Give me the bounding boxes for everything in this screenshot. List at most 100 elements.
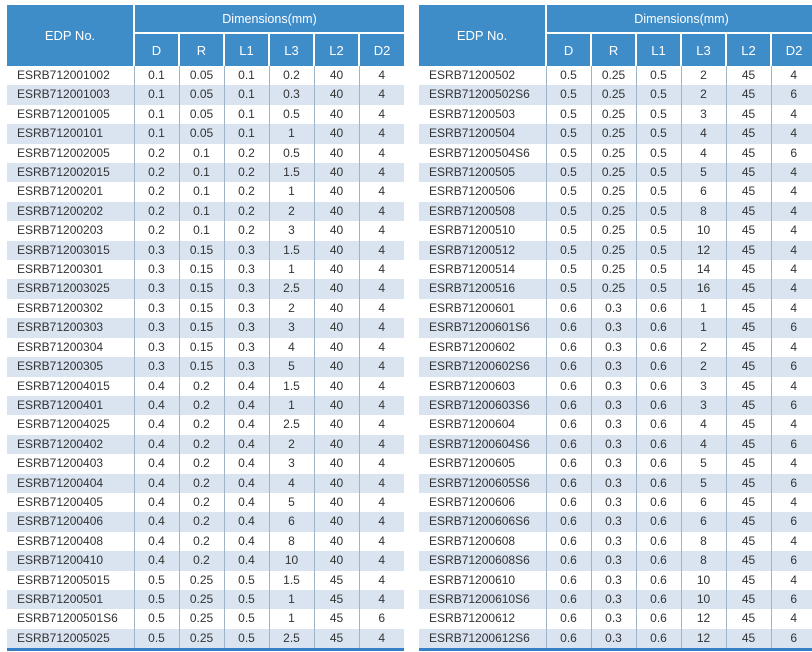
edp-no-cell: ESRB71200302: [17, 300, 104, 315]
dimension-cell: 0.5: [635, 104, 682, 125]
table-row: ESRB71200504S6 0.5 0.25 0.5 4 45 6: [419, 143, 812, 164]
table-row: ESRB71200303 0.3 0.15 0.3 3 40 4: [7, 318, 405, 338]
edp-no-cell: ESRB71200304: [17, 339, 104, 354]
dimension-cell: 0.2: [223, 143, 269, 164]
edp-no-cell: ESRB71200601S6: [429, 320, 530, 335]
edp-no-cell: ESRB71200608: [429, 533, 516, 548]
dimension-cell: 45: [725, 589, 772, 610]
table-row: ESRB71200608S6 0.6 0.3 0.6 8 45 6: [419, 551, 812, 571]
dimension-cell: 3: [680, 376, 727, 396]
dimension-cell: 40: [313, 221, 359, 241]
dimension-cell: 45: [313, 628, 359, 650]
dimension-cell: 0.4: [133, 492, 179, 513]
dimension-cell: 4: [770, 415, 812, 435]
dimension-cell: 45: [313, 609, 359, 629]
dimension-cell: 0.25: [590, 66, 637, 86]
dimension-cell: 1: [268, 260, 314, 280]
dimension-cell: 0.1: [133, 85, 179, 105]
dimension-cell: 6: [770, 143, 812, 164]
dimension-cell: 4: [358, 531, 405, 552]
dimension-cell: 4: [358, 434, 405, 455]
dimension-cell: 40: [313, 531, 359, 552]
dimension-cell: 0.5: [635, 279, 682, 299]
dimension-cell: 0.6: [635, 357, 682, 377]
table-row: ESRB71200605S6 0.6 0.3 0.6 5 45 6: [419, 473, 812, 493]
dimension-cell: 0.4: [133, 512, 179, 532]
dimensions-group-header: Dimensions(mm): [132, 5, 405, 34]
dimension-cell: 0.5: [545, 104, 592, 125]
dimension-cell: 0.5: [223, 570, 269, 590]
edp-no-cell: ESRB71200402: [17, 436, 104, 451]
dimension-cell: 40: [313, 492, 359, 513]
dimension-cell: 0.5: [133, 589, 179, 610]
dimension-cell: 0.4: [223, 434, 269, 455]
dimension-cell: 40: [313, 376, 359, 396]
dimension-cell: 45: [725, 473, 772, 493]
dimension-cell: 0.3: [133, 318, 179, 338]
edp-no-cell: ESRB71200301: [17, 262, 104, 277]
dimension-cell: 12: [680, 609, 727, 629]
dimension-cell: 4: [358, 570, 405, 590]
col-header-l3: L3: [680, 33, 727, 66]
dimension-cell: 0.3: [223, 298, 269, 319]
dimension-cell: 2: [680, 357, 727, 377]
dimension-cell: 40: [313, 279, 359, 299]
dimension-cell: 45: [725, 628, 772, 650]
dimension-cell: 45: [725, 551, 772, 571]
edp-dimensions-table-right: EDP No. Dimensions(mm) D R L1 L3 L2 D2 E…: [419, 5, 812, 652]
dimension-cell: 6: [770, 434, 812, 455]
dimension-cell: 0.1: [223, 104, 269, 125]
dimension-cell: 45: [725, 318, 772, 338]
dimension-cell: 6: [680, 512, 727, 532]
dimension-cell: 40: [313, 551, 359, 571]
dimension-cell: 45: [725, 221, 772, 241]
dimension-cell: 1.5: [268, 163, 314, 183]
table-row: ESRB712004015 0.4 0.2 0.4 1.5 40 4: [7, 376, 405, 396]
dimension-cell: 0.3: [223, 357, 269, 377]
dimension-cell: 0.25: [590, 143, 637, 164]
dimension-cell: 45: [725, 531, 772, 552]
dimension-cell: 45: [725, 570, 772, 590]
dimension-cell: 0.2: [178, 531, 224, 552]
dimension-cell: 4: [358, 124, 405, 144]
dimension-cell: 0.15: [178, 260, 224, 280]
edp-no-cell: ESRB71200602: [429, 339, 516, 354]
dimension-cell: 45: [725, 357, 772, 377]
dimension-cell: 45: [725, 492, 772, 513]
dimension-cell: 45: [725, 376, 772, 396]
dimension-cell: 4: [358, 182, 405, 202]
dimension-cell: 0.4: [133, 454, 179, 474]
table-row: ESRB71200201 0.2 0.1 0.2 1 40 4: [7, 182, 405, 202]
dimension-cell: 0.3: [590, 492, 637, 513]
dimension-cell: 4: [358, 318, 405, 338]
edp-no-cell: ESRB71200605S6: [429, 475, 530, 490]
table-row: ESRB71200514 0.5 0.25 0.5 14 45 4: [419, 260, 812, 280]
dimension-cell: 4: [770, 570, 812, 590]
dimension-cell: 4: [770, 124, 812, 144]
dimension-cell: 1: [268, 182, 314, 202]
edp-no-cell: ESRB712003015: [17, 242, 110, 257]
table-row: ESRB712001002 0.1 0.05 0.1 0.2 40 4: [7, 66, 405, 86]
dimension-cell: 4: [770, 66, 812, 86]
table-row: ESRB71200402 0.4 0.2 0.4 2 40 4: [7, 434, 405, 455]
dimension-cell: 0.5: [545, 66, 592, 86]
dimension-cell: 8: [680, 531, 727, 552]
table-row: ESRB71200602S6 0.6 0.3 0.6 2 45 6: [419, 357, 812, 377]
col-header-r: R: [178, 33, 224, 66]
edp-no-cell: ESRB712004025: [17, 417, 110, 432]
dimension-cell: 0.5: [545, 124, 592, 144]
dimension-cell: 6: [770, 318, 812, 338]
table-row: ESRB71200603S6 0.6 0.3 0.6 3 45 6: [419, 395, 812, 416]
dimension-cell: 4: [358, 376, 405, 396]
dimension-cell: 45: [725, 454, 772, 474]
dimension-cell: 4: [358, 589, 405, 610]
dimension-cell: 0.3: [133, 357, 179, 377]
edp-no-cell: ESRB71200612: [429, 611, 516, 626]
dimension-cell: 0.1: [223, 85, 269, 105]
dimension-cell: 0.5: [545, 260, 592, 280]
dimension-cell: 5: [680, 473, 727, 493]
table-header: EDP No. Dimensions(mm) D R L1 L3 L2 D2: [7, 5, 405, 66]
dimension-cell: 0.25: [590, 182, 637, 202]
dimension-cell: 0.2: [178, 473, 224, 493]
dimension-cell: 0.4: [133, 531, 179, 552]
